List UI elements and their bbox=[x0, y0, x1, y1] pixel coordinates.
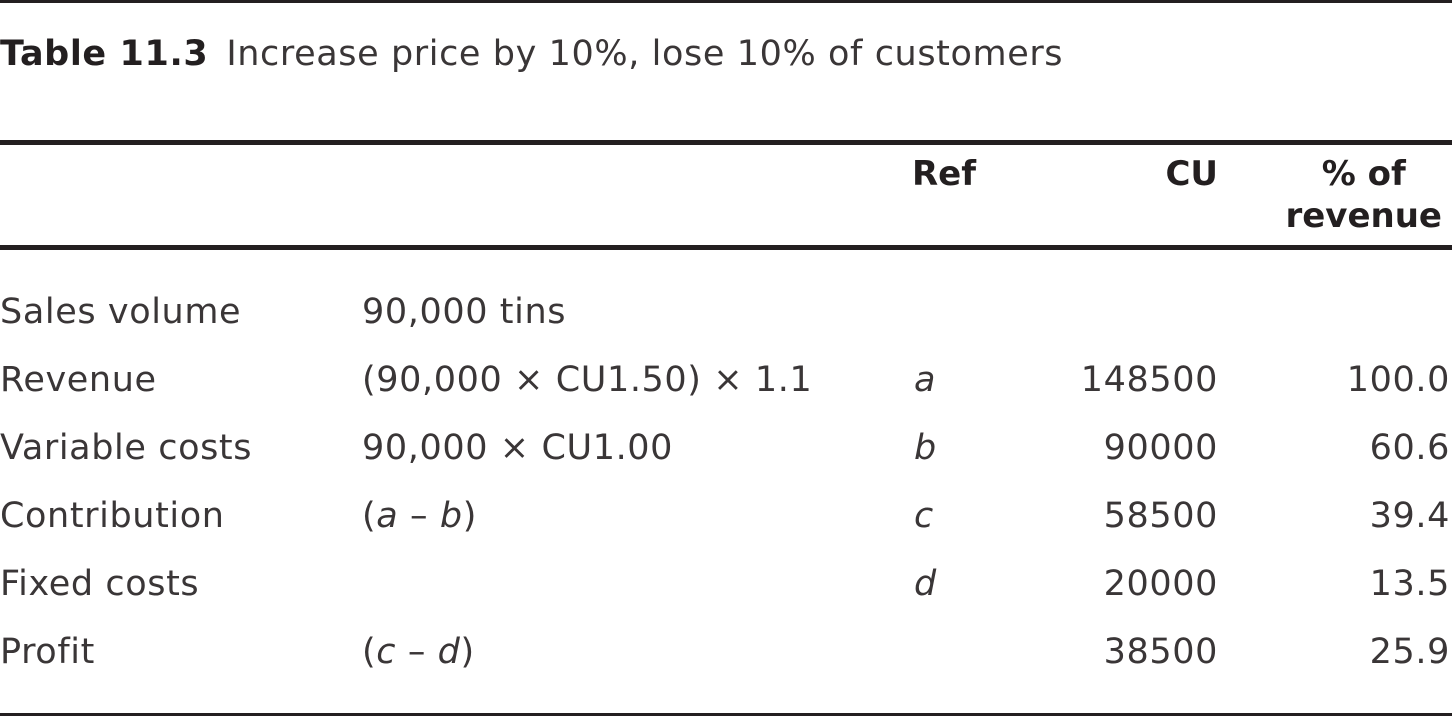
column-header-percent-of-revenue: % of revenue bbox=[1285, 153, 1442, 237]
bottom-rule bbox=[0, 713, 1452, 716]
table-row-contribution: Contribution (a – b) c 58500 39.4 bbox=[0, 494, 1452, 538]
row-ref: d bbox=[914, 564, 937, 604]
row-formula: (90,000 × CU1.50) × 1.1 bbox=[362, 360, 813, 400]
column-header-ref: Ref bbox=[912, 154, 977, 194]
row-percent-value: 100.0 bbox=[1346, 360, 1450, 400]
formula-close-paren: ) bbox=[460, 632, 475, 672]
row-label: Profit bbox=[0, 632, 95, 672]
top-rule bbox=[0, 0, 1452, 3]
table-number: Table 11.3 bbox=[0, 34, 209, 74]
row-percent-value: 60.6 bbox=[1369, 428, 1450, 468]
formula-open-paren: ( bbox=[362, 496, 377, 536]
row-percent-value: 13.5 bbox=[1369, 564, 1450, 604]
formula-variable: b bbox=[439, 496, 463, 536]
table-row-revenue: Revenue (90,000 × CU1.50) × 1.1 a 148500… bbox=[0, 358, 1452, 402]
row-ref: a bbox=[914, 360, 937, 400]
row-cu-value: 90000 bbox=[1103, 428, 1218, 468]
formula-close-paren: ) bbox=[462, 496, 477, 536]
header-top-rule bbox=[0, 140, 1452, 145]
row-label: Variable costs bbox=[0, 428, 253, 468]
table-caption: Table 11.3 Increase price by 10%, lose 10… bbox=[0, 32, 1063, 76]
column-header-percent-line1: % of bbox=[1321, 154, 1406, 194]
table-title: Increase price by 10%, lose 10% of custo… bbox=[226, 34, 1064, 74]
table-row-fixed-costs: Fixed costs d 20000 13.5 bbox=[0, 562, 1452, 606]
row-label: Contribution bbox=[0, 496, 225, 536]
formula-operator: – bbox=[396, 632, 438, 672]
formula-variable: d bbox=[437, 632, 461, 672]
formula-open-paren: ( bbox=[362, 632, 377, 672]
row-formula: 90,000 × CU1.00 bbox=[362, 428, 674, 468]
row-formula: (c – d) bbox=[362, 630, 475, 674]
row-label: Sales volume bbox=[0, 292, 242, 332]
formula-operator: – bbox=[398, 496, 440, 536]
row-cu-value: 20000 bbox=[1103, 564, 1218, 604]
column-header-percent-line2: revenue bbox=[1285, 196, 1442, 236]
row-percent-value: 25.9 bbox=[1369, 632, 1450, 672]
row-label: Revenue bbox=[0, 360, 157, 400]
column-header-cu: CU bbox=[1165, 154, 1218, 194]
table-row-variable-costs: Variable costs 90,000 × CU1.00 b 90000 6… bbox=[0, 426, 1452, 470]
row-label: Fixed costs bbox=[0, 564, 200, 604]
table-row-sales-volume: Sales volume 90,000 tins bbox=[0, 290, 1452, 334]
header-bottom-rule bbox=[0, 245, 1452, 250]
row-cu-value: 148500 bbox=[1080, 360, 1218, 400]
formula-variable: c bbox=[376, 632, 397, 672]
row-percent-value: 39.4 bbox=[1369, 496, 1450, 536]
row-formula: 90,000 tins bbox=[362, 292, 567, 332]
row-cu-value: 58500 bbox=[1103, 496, 1218, 536]
formula-variable: a bbox=[376, 496, 399, 536]
row-ref: b bbox=[914, 428, 937, 468]
row-cu-value: 38500 bbox=[1103, 632, 1218, 672]
row-formula: (a – b) bbox=[362, 494, 477, 538]
table-row-profit: Profit (c – d) 38500 25.9 bbox=[0, 630, 1452, 674]
row-ref: c bbox=[914, 496, 934, 536]
